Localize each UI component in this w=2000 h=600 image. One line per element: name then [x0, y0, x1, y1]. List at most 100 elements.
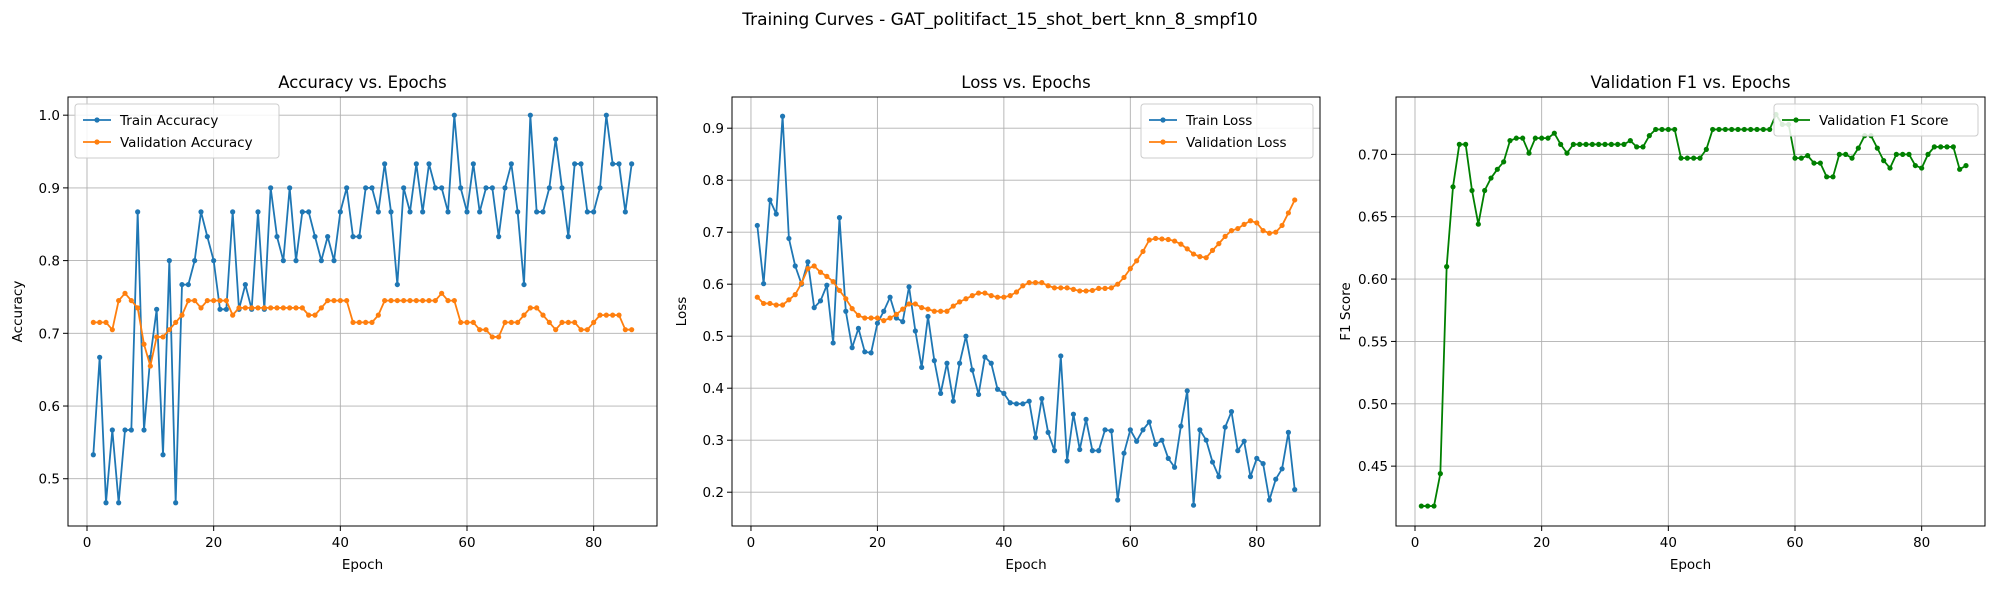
- series-line-1: [92, 114, 633, 504]
- data-point: [375, 312, 381, 318]
- data-point: [616, 161, 622, 167]
- data-point: [1153, 235, 1159, 242]
- data-point: [1729, 126, 1735, 133]
- data-point: [779, 302, 786, 308]
- data-point: [754, 294, 760, 300]
- series-line-1: [1421, 113, 1967, 507]
- data-point: [849, 345, 855, 351]
- data-point: [1710, 126, 1716, 133]
- legend-marker: [1793, 117, 1799, 123]
- y-tick-label: 0.65: [1358, 210, 1388, 226]
- data-point: [236, 305, 242, 311]
- data-point: [496, 234, 502, 240]
- legend-box: [1773, 103, 1979, 137]
- data-point: [906, 301, 912, 307]
- data-point: [204, 297, 210, 304]
- data-point: [1254, 220, 1260, 226]
- data-point: [223, 297, 229, 304]
- data-point: [572, 161, 578, 167]
- data-point: [1216, 474, 1222, 480]
- data-point: [1532, 135, 1538, 141]
- data-point: [1222, 233, 1228, 239]
- data-point: [1039, 396, 1045, 402]
- data-point: [325, 297, 331, 304]
- x-tick-label: 40: [995, 535, 1012, 551]
- y-tick-label: 0.45: [1358, 459, 1388, 475]
- data-point: [1190, 251, 1197, 257]
- data-point: [331, 258, 337, 264]
- data-point: [166, 258, 172, 264]
- data-point: [1146, 237, 1152, 243]
- legend-label: Validation Accuracy: [120, 135, 253, 151]
- data-point: [1140, 427, 1146, 433]
- data-point: [1171, 464, 1178, 470]
- data-point: [761, 281, 767, 287]
- data-point: [356, 319, 362, 326]
- data-point: [1596, 141, 1602, 147]
- data-point: [439, 185, 445, 191]
- data-point: [464, 319, 470, 326]
- data-point: [887, 315, 893, 321]
- data-point: [938, 390, 944, 396]
- data-point: [1475, 221, 1481, 227]
- data-point: [559, 185, 565, 191]
- data-point: [103, 319, 109, 326]
- data-point: [1127, 427, 1133, 433]
- data-point: [1077, 288, 1083, 294]
- data-point: [546, 185, 552, 191]
- data-point: [312, 312, 318, 318]
- y-tick-label: 0.9: [703, 121, 724, 137]
- data-point: [622, 327, 628, 333]
- data-point: [805, 266, 811, 272]
- data-point: [109, 427, 115, 433]
- data-point: [464, 209, 470, 215]
- data-point: [1266, 497, 1273, 503]
- data-point: [1507, 138, 1513, 144]
- data-point: [1912, 162, 1918, 169]
- data-point: [217, 306, 223, 312]
- data-point: [534, 209, 540, 215]
- data-point: [1469, 187, 1475, 194]
- data-point: [432, 297, 438, 304]
- data-point: [1203, 255, 1209, 261]
- data-point: [565, 234, 571, 240]
- x-axis-label: Epoch: [1670, 557, 1711, 573]
- data-point: [1083, 416, 1089, 422]
- data-point: [1722, 126, 1728, 133]
- data-point: [1444, 264, 1450, 270]
- data-point: [268, 185, 274, 191]
- data-point: [1115, 497, 1121, 503]
- data-point: [578, 161, 584, 167]
- data-point: [855, 312, 862, 318]
- data-point: [773, 211, 779, 217]
- data-point: [1640, 144, 1646, 150]
- data-point: [855, 325, 862, 331]
- data-point: [287, 185, 293, 191]
- data-point: [1437, 471, 1443, 477]
- data-point: [458, 319, 464, 326]
- data-point: [1241, 438, 1247, 444]
- data-point: [1634, 144, 1640, 150]
- y-tick-label: 0.4: [703, 381, 724, 397]
- data-point: [274, 234, 280, 240]
- legend: Train Loss Validation Loss: [1140, 103, 1314, 159]
- data-point: [173, 500, 179, 506]
- data-point: [306, 312, 312, 318]
- data-point: [426, 161, 432, 167]
- data-point: [1564, 150, 1570, 156]
- y-axis-label: F1 Score: [1338, 282, 1354, 340]
- y-tick-label: 0.3: [703, 433, 724, 449]
- chart-title: Loss vs. Epochs: [961, 73, 1090, 92]
- data-point: [786, 297, 792, 303]
- data-point: [1247, 218, 1254, 224]
- data-point: [1950, 144, 1956, 150]
- data-point: [344, 185, 350, 191]
- data-point: [116, 500, 122, 506]
- x-tick-label: 0: [747, 535, 756, 551]
- data-point: [1494, 166, 1500, 172]
- y-tick-label: 0.9: [39, 181, 60, 197]
- data-point: [242, 305, 248, 311]
- figure-suptitle: Training Curves - GAT_politifact_15_shot…: [741, 10, 1258, 30]
- data-point: [578, 327, 584, 333]
- data-point: [502, 185, 508, 191]
